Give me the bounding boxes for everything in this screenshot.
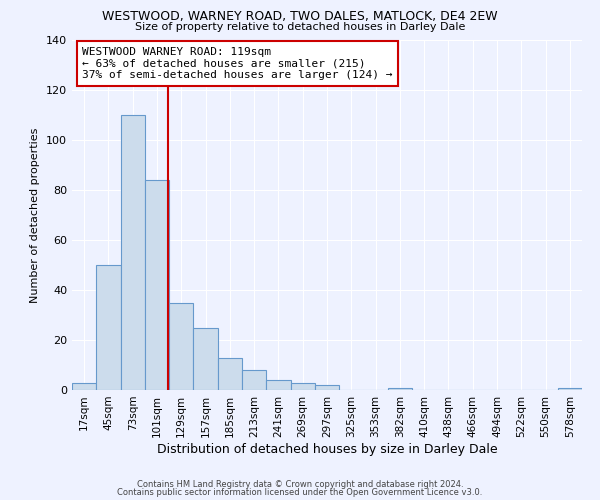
Bar — [266, 380, 290, 390]
Text: WESTWOOD WARNEY ROAD: 119sqm
← 63% of detached houses are smaller (215)
37% of s: WESTWOOD WARNEY ROAD: 119sqm ← 63% of de… — [82, 47, 392, 80]
Y-axis label: Number of detached properties: Number of detached properties — [31, 128, 40, 302]
Text: WESTWOOD, WARNEY ROAD, TWO DALES, MATLOCK, DE4 2EW: WESTWOOD, WARNEY ROAD, TWO DALES, MATLOC… — [102, 10, 498, 23]
Bar — [290, 382, 315, 390]
Bar — [193, 328, 218, 390]
Bar — [145, 180, 169, 390]
Bar — [169, 302, 193, 390]
Bar — [218, 358, 242, 390]
Bar — [558, 388, 582, 390]
Text: Size of property relative to detached houses in Darley Dale: Size of property relative to detached ho… — [135, 22, 465, 32]
X-axis label: Distribution of detached houses by size in Darley Dale: Distribution of detached houses by size … — [157, 442, 497, 456]
Text: Contains HM Land Registry data © Crown copyright and database right 2024.: Contains HM Land Registry data © Crown c… — [137, 480, 463, 489]
Bar — [96, 265, 121, 390]
Bar — [315, 385, 339, 390]
Bar — [242, 370, 266, 390]
Bar — [388, 388, 412, 390]
Bar — [72, 382, 96, 390]
Bar — [121, 115, 145, 390]
Text: Contains public sector information licensed under the Open Government Licence v3: Contains public sector information licen… — [118, 488, 482, 497]
